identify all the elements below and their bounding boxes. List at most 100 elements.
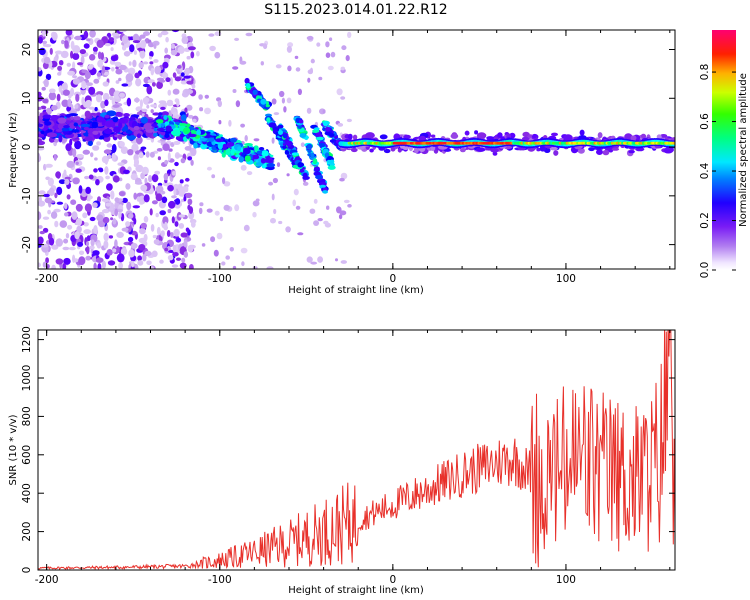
spectrogram-cell xyxy=(94,157,98,161)
spectrogram-cell xyxy=(155,193,163,202)
spectrogram-cell xyxy=(41,244,49,248)
spectrogram-cell xyxy=(179,187,186,196)
spectrogram-cell xyxy=(127,149,134,156)
spectrogram-cell xyxy=(102,208,108,213)
spectrogram-cell xyxy=(42,40,48,45)
spectrogram-cell xyxy=(156,127,166,132)
spectrogram-cell xyxy=(75,161,79,165)
spectrogram-cell xyxy=(430,134,436,138)
spectrogram-cell xyxy=(120,213,125,222)
spectrogram-cell xyxy=(74,231,80,240)
spectrogram-cell xyxy=(315,175,323,180)
spectrogram-cell xyxy=(329,133,335,137)
spectrogram-cell xyxy=(92,250,100,256)
spectrogram-cell xyxy=(297,124,303,129)
spectrogram-cell xyxy=(230,148,235,156)
spectrogram-cell xyxy=(198,94,203,100)
spectrogram-cell xyxy=(92,130,99,135)
spectrogram-cell xyxy=(309,208,316,214)
spectrogram-cell xyxy=(190,221,196,228)
spectrogram-cell xyxy=(292,199,297,207)
spectrogram-cell xyxy=(106,143,113,148)
spectrogram-cell xyxy=(281,97,285,104)
spectrogram-cell xyxy=(44,121,52,126)
spectrogram-cell xyxy=(174,76,182,82)
spectrogram-cell xyxy=(86,38,91,42)
spectrogram-cell xyxy=(352,134,358,140)
spectrogram-cell xyxy=(84,203,92,212)
spectrogram-cell xyxy=(123,51,131,57)
spectrogram-cell xyxy=(120,247,128,255)
spectrogram-cell xyxy=(283,106,287,113)
spectrogram-cell xyxy=(108,235,114,239)
spectrogram-cell xyxy=(306,36,314,40)
spectrogram-cell xyxy=(146,104,150,109)
spectrogram-cell xyxy=(474,130,479,135)
spectrogram-cell xyxy=(165,125,172,132)
spectrogram-cell xyxy=(163,173,169,181)
spectrogram-cell xyxy=(107,260,116,266)
spectrogram-cell xyxy=(628,150,635,154)
x-tick-label: -100 xyxy=(208,273,232,285)
spectrogram-cell xyxy=(80,55,85,65)
spectrogram-cell xyxy=(81,80,87,90)
spectrogram-cell xyxy=(522,136,530,141)
spectrogram-cell xyxy=(167,208,172,214)
spectrogram-cell xyxy=(60,50,69,59)
spectrogram-cell xyxy=(180,80,188,85)
spectrogram-cell xyxy=(279,90,285,98)
spectrogram-cell xyxy=(67,70,75,76)
spectrogram-cell xyxy=(151,174,159,183)
spectrogram-cell xyxy=(57,72,62,76)
spectrogram-cell xyxy=(70,40,75,50)
spectrogram-cell xyxy=(94,107,98,112)
spectrogram-cell xyxy=(134,264,139,269)
spectrogram-cell xyxy=(265,113,272,118)
spectrogram-cell xyxy=(307,149,312,154)
spectrogram-cell xyxy=(38,225,43,229)
spectrogram-cell xyxy=(390,146,396,152)
spectrogram-cell xyxy=(174,221,179,227)
spectrogram-cell xyxy=(66,160,75,168)
spectrogram-cell xyxy=(322,121,329,127)
spectrogram-cell xyxy=(299,133,307,138)
spectrogram-cell xyxy=(39,112,44,120)
spectrogram-cell xyxy=(87,140,93,147)
spectrogram-cell xyxy=(139,227,146,235)
spectrogram-cell xyxy=(144,250,152,257)
spectrogram-cell xyxy=(163,115,168,120)
spectrogram-cell xyxy=(302,181,309,186)
spectrogram-cell xyxy=(209,45,216,52)
spectrogram-cell xyxy=(189,264,194,269)
snr-plot-area xyxy=(38,330,675,570)
spectrogram-cell xyxy=(93,262,97,269)
spectrogram-cell xyxy=(88,106,95,110)
spectrogram-cell xyxy=(147,79,155,84)
spectrogram-cell xyxy=(118,119,125,124)
spectrogram-cell xyxy=(286,141,292,147)
spectrogram-cell xyxy=(47,177,55,187)
spectrogram-cell xyxy=(336,88,343,96)
spectrogram-cell xyxy=(115,68,123,75)
spectrogram-cell xyxy=(63,257,71,265)
spectrogram-cell xyxy=(228,119,232,127)
y-tick-label: 20 xyxy=(21,43,33,56)
x-tick-label: -200 xyxy=(35,574,59,586)
spectrogram-cell xyxy=(244,143,253,146)
spectrogram-cell xyxy=(38,262,41,268)
spectrogram-cell xyxy=(119,92,125,98)
spectrogram-cell xyxy=(167,255,174,261)
spectrogram-cell xyxy=(185,89,194,95)
spectrogram-cell xyxy=(102,92,110,102)
spectrogram-cell xyxy=(134,97,140,103)
spectrogram-cell xyxy=(104,114,110,119)
spectrogram-cell xyxy=(84,136,93,142)
spectrogram-cell xyxy=(136,111,144,116)
spectrogram-cell xyxy=(338,214,343,220)
spectrogram-cell xyxy=(38,147,45,151)
spectrogram-cell xyxy=(171,170,176,176)
spectrogram-cell xyxy=(596,149,603,156)
spectrogram-cell xyxy=(162,143,170,151)
spectrogram-cell xyxy=(317,256,323,263)
spectrogram-cell xyxy=(266,163,276,168)
